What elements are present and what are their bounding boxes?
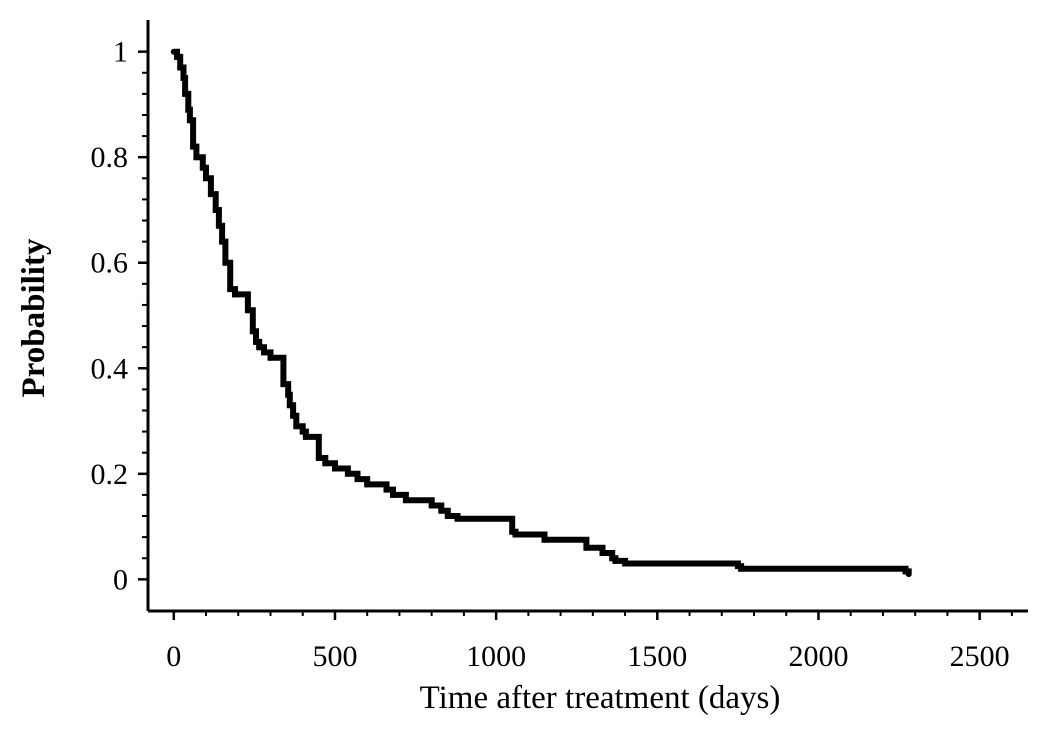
step-point [905,571,912,578]
step-point [219,238,226,245]
step-point [177,64,184,71]
step-point [186,117,193,124]
x-tick-label: 500 [312,640,357,673]
step-point [293,423,300,430]
plot-area [170,48,912,578]
x-tick-label: 1500 [627,640,687,673]
survival-step-line [173,48,912,575]
step-point [285,391,292,398]
step-point [193,154,200,161]
step-point [332,465,338,472]
step-point [199,164,206,171]
x-tick-label: 2500 [950,640,1010,673]
step-point [190,143,197,150]
step-point [182,90,189,97]
step-point [267,354,274,361]
y-tick-label: 0.6 [91,247,129,280]
step-point [253,338,259,345]
step-point [280,381,287,388]
step-point [256,344,263,351]
step-point [428,502,435,509]
step-point [512,531,519,538]
step-point [344,470,351,477]
step-point [212,207,219,213]
step-point [286,402,293,409]
step-point [599,550,606,556]
step-point [402,497,409,504]
y-axis-ticks: 0 0.2 0.4 0.6 0.8 1 [91,36,148,596]
y-tick-label: 0 [113,563,128,596]
step-point [383,486,390,493]
step-point [244,307,251,314]
x-tick-label: 0 [166,640,181,673]
y-tick-label: 0.2 [91,458,129,491]
step-point [364,481,371,488]
y-tick-label: 0.8 [91,141,129,174]
step-point [390,491,396,498]
step-point [315,455,322,461]
step-point [622,560,629,567]
step-point [322,460,329,467]
step-point [174,53,180,60]
step-point [180,75,187,81]
step-point [170,48,177,55]
y-axis-title: Probability [16,238,52,397]
step-point [227,286,234,293]
step-point [454,515,461,522]
step-point [207,191,214,198]
x-axis-ticks: 0 500 1000 1500 2000 2500 [166,611,1013,673]
step-point [203,175,209,182]
step-point [302,433,309,440]
step-point [235,291,242,298]
y-tick-label: 0.4 [91,352,129,385]
x-tick-label: 2000 [788,640,848,673]
step-point [299,428,306,435]
step-point [738,565,745,572]
step-point [438,507,445,514]
y-tick-label: 1 [113,36,128,69]
step-point [215,222,222,229]
step-point [290,412,297,419]
step-point [249,328,256,335]
step-point [354,476,361,483]
step-point [583,544,590,551]
step-point [612,557,619,564]
x-tick-label: 1000 [466,640,526,673]
step-point [185,106,192,113]
step-point [222,259,229,266]
step-point [541,536,548,543]
step-point [261,349,267,356]
step-point [444,513,451,519]
x-axis-title: Time after treatment (days) [420,680,781,716]
